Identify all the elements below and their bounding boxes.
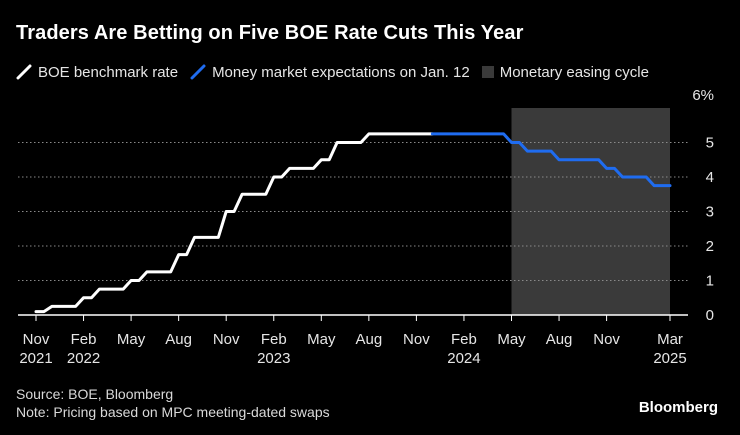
method-note: Note: Pricing based on MPC meeting-dated…: [16, 404, 330, 420]
x-tick-label-11: Aug: [546, 331, 573, 348]
y-tick-label-2: 2: [706, 238, 714, 255]
x-tick-label-7: Aug: [355, 331, 382, 348]
legend: BOE benchmark rate Money market expectat…: [16, 62, 661, 82]
legend-item-market-expectations: Money market expectations on Jan. 12: [190, 64, 470, 81]
legend-label-market-expectations: Money market expectations on Jan. 12: [212, 63, 470, 81]
footer: Source: BOE, Bloomberg Note: Pricing bas…: [16, 385, 330, 421]
legend-item-easing-cycle: Monetary easing cycle: [481, 63, 649, 81]
y-tick-label-4: 4: [706, 169, 714, 186]
legend-box-gray-icon: [481, 66, 494, 78]
bloomberg-logo: Bloomberg: [638, 399, 718, 416]
x-tick-label-13: Mar: [657, 331, 683, 348]
x-tick-year-5: 2023: [257, 350, 290, 367]
x-tick-label-4: Nov: [213, 331, 240, 348]
x-tick-label-2: May: [117, 331, 146, 348]
x-tick-label-9: Feb: [451, 331, 477, 348]
legend-item-boe-rate: BOE benchmark rate: [16, 64, 178, 81]
chart-title: Traders Are Betting on Five BOE Rate Cut…: [16, 22, 524, 44]
legend-label-boe-rate: BOE benchmark rate: [38, 63, 179, 81]
x-tick-label-1: Feb: [71, 331, 97, 348]
y-tick-label-5: 5: [706, 135, 714, 152]
x-tick-label-5: Feb: [261, 331, 287, 348]
series-line-boe-rate: [34, 132, 434, 314]
y-tick-label-3: 3: [706, 204, 714, 221]
x-tick-year-0: 2021: [19, 350, 52, 367]
x-tick-year-9: 2024: [447, 350, 480, 367]
x-tick-label-10: May: [497, 331, 526, 348]
y-tick-label-0: 0: [706, 307, 714, 324]
legend-line-blue-icon: [190, 64, 206, 80]
x-tick-label-12: Nov: [593, 331, 620, 348]
x-tick-label-8: Nov: [403, 331, 430, 348]
x-tick-label-3: Aug: [165, 331, 192, 348]
y-tick-label-6: 6%: [692, 87, 714, 104]
legend-line-white-icon: [16, 64, 32, 80]
x-tick-year-13: 2025: [653, 350, 686, 367]
y-tick-label-1: 1: [706, 273, 714, 290]
x-tick-year-1: 2022: [67, 350, 100, 367]
x-tick-label-6: May: [307, 331, 336, 348]
legend-label-easing-cycle: Monetary easing cycle: [499, 63, 649, 81]
series-line-market-expectations: [430, 132, 672, 188]
source-note: Source: BOE, Bloomberg: [16, 386, 174, 402]
x-tick-label-0: Nov: [23, 331, 50, 348]
